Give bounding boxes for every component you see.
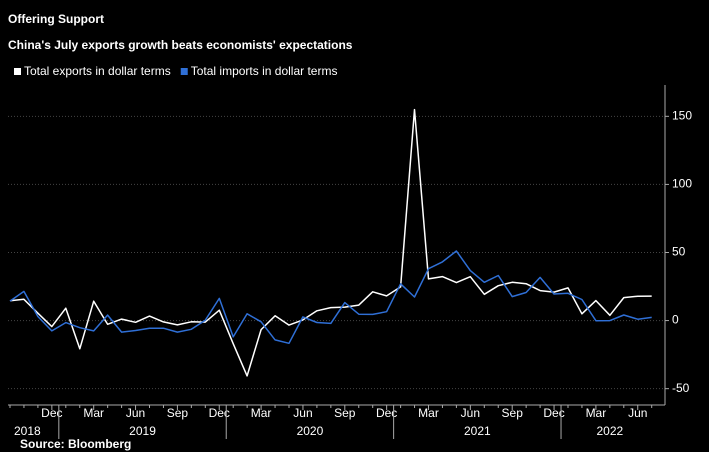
y-tick-label: 100 (672, 177, 692, 191)
year-label: 2022 (596, 424, 623, 438)
x-tick-label: Sep (334, 406, 356, 420)
x-tick-label: Jun (293, 406, 312, 420)
legend-swatch (14, 68, 21, 75)
x-tick-label: Dec (41, 406, 62, 420)
y-tick-label: 150 (672, 108, 692, 122)
legend-label: Total exports in dollar terms (24, 64, 171, 78)
series-line (9, 250, 652, 345)
x-tick-label: Dec (209, 406, 230, 420)
chart-subtitle: China's July exports growth beats econom… (8, 38, 353, 52)
x-tick-label: Jun (461, 406, 480, 420)
y-tick-label: -50 (672, 381, 690, 395)
chart-title: Offering Support (8, 12, 104, 26)
x-tick-label: Mar (83, 406, 104, 420)
legend-label: Total imports in dollar terms (191, 64, 338, 78)
year-label: 2021 (464, 424, 491, 438)
x-tick-label: Jun (628, 406, 647, 420)
x-tick-label: Sep (167, 406, 189, 420)
series-line (9, 108, 652, 377)
y-tick-label: 50 (672, 245, 686, 259)
year-label: 2018 (14, 424, 41, 438)
legend-swatch (180, 68, 188, 75)
year-label: 2020 (297, 424, 324, 438)
x-tick-label: Dec (543, 406, 564, 420)
x-tick-label: Sep (502, 406, 524, 420)
x-tick-label: Mar (586, 406, 607, 420)
x-tick-label: Mar (251, 406, 272, 420)
year-label: 2019 (129, 424, 156, 438)
source: Source: Bloomberg (20, 437, 131, 451)
y-tick-label: 0 (672, 313, 679, 327)
x-tick-label: Jun (126, 406, 145, 420)
x-tick-label: Dec (376, 406, 397, 420)
x-tick-label: Mar (418, 406, 439, 420)
